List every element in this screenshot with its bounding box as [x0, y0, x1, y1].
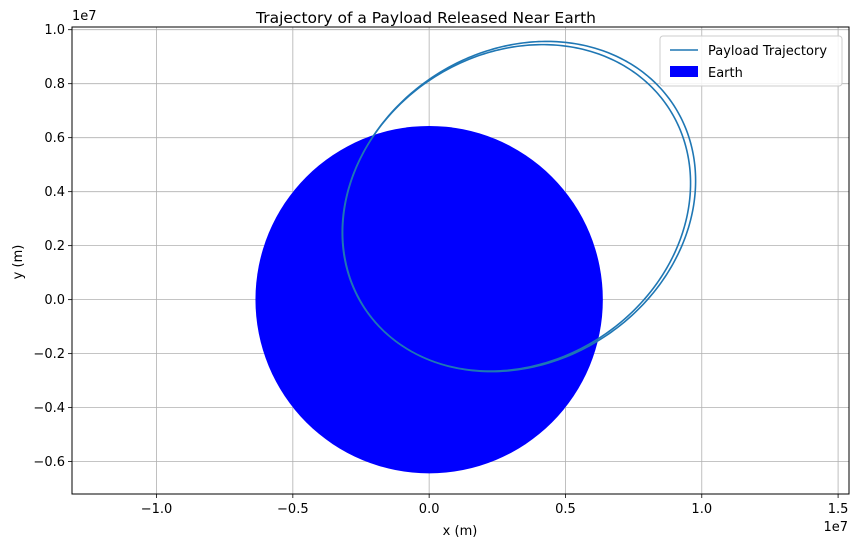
x-axis-offset-label: 1e7 — [823, 520, 848, 535]
y-tick-label: 0.4 — [44, 185, 65, 200]
y-tick-label: 1.0 — [44, 23, 65, 38]
x-tick-label: 1.5 — [828, 502, 849, 517]
y-axis-label: y (m) — [11, 245, 26, 280]
y-axis-ticks: −0.6 −0.4 −0.2 0.0 0.2 0.4 0.6 0.8 1.0 — [33, 23, 72, 470]
legend: Payload Trajectory Earth — [659, 35, 843, 87]
y-axis-offset-label: 1e7 — [72, 9, 97, 24]
y-tick-label: 0.0 — [44, 293, 65, 308]
earth-circle — [255, 125, 603, 474]
y-tick-label: 0.6 — [44, 131, 65, 146]
y-tick-label: −0.2 — [33, 347, 65, 362]
x-tick-label: 1.0 — [691, 502, 712, 517]
x-tick-label: −1.0 — [141, 502, 173, 517]
payload-trajectory-lines — [341, 40, 697, 373]
trajectory-orbit-line — [341, 40, 697, 373]
x-tick-label: −0.5 — [277, 502, 309, 517]
legend-earth-label: Earth — [708, 66, 743, 81]
legend-trajectory-label: Payload Trajectory — [708, 44, 827, 59]
x-axis-label: x (m) — [443, 524, 478, 539]
y-tick-label: 0.2 — [44, 239, 65, 254]
chart-title: Trajectory of a Payload Released Near Ea… — [255, 9, 596, 27]
x-tick-label: 0.0 — [419, 502, 440, 517]
x-tick-label: 0.5 — [555, 502, 576, 517]
x-axis-ticks: −1.0 −0.5 0.0 0.5 1.0 1.5 — [141, 494, 849, 517]
plot-frame — [71, 26, 850, 495]
legend-box — [659, 35, 843, 87]
legend-earth-swatch — [670, 66, 698, 77]
y-tick-label: −0.6 — [33, 455, 65, 470]
y-tick-label: 0.8 — [44, 77, 65, 92]
y-tick-label: −0.4 — [33, 401, 65, 416]
